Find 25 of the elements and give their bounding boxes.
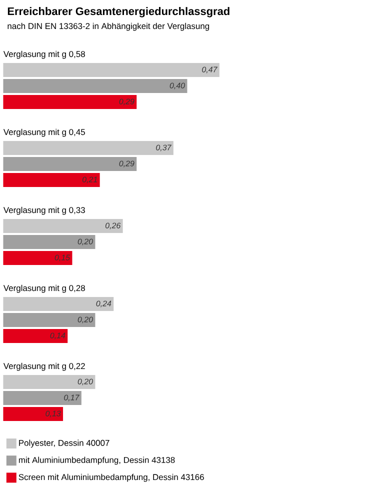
y-tick-label: Verglasung mit g 0,22 <box>3 362 85 371</box>
bar <box>3 94 137 109</box>
bar <box>3 172 100 187</box>
bar <box>3 390 82 405</box>
bar <box>3 234 96 249</box>
bar <box>3 296 114 311</box>
chart-subtitle: nach DIN EN 13363-2 in Abhängigkeit der Verglasung <box>8 22 210 31</box>
y-tick-label: Verglasung mit g 0,45 <box>3 128 85 137</box>
bar <box>3 62 220 77</box>
bar <box>3 250 72 265</box>
bar <box>3 156 137 171</box>
bar <box>3 78 188 93</box>
bar <box>3 374 96 389</box>
legend-label: mit Aluminiumbedampfung, Dessin 43138 <box>18 456 175 465</box>
chart-title: Erreichbarer Gesamtenergiedurchlassgrad <box>8 7 230 18</box>
bar <box>3 140 174 155</box>
bar <box>3 328 68 343</box>
bar <box>3 406 64 421</box>
y-tick-label: Verglasung mit g 0,28 <box>3 284 85 293</box>
y-tick-label: Verglasung mit g 0,58 <box>3 50 85 59</box>
legend-label: Polyester, Dessin 40007 <box>19 440 110 448</box>
legend-label: Screen mit Aluminiumbedampfung, Dessin 43166 <box>18 474 204 482</box>
y-tick-label: Verglasung mit g 0,33 <box>3 206 85 215</box>
bar <box>3 218 123 233</box>
bar <box>3 312 96 327</box>
